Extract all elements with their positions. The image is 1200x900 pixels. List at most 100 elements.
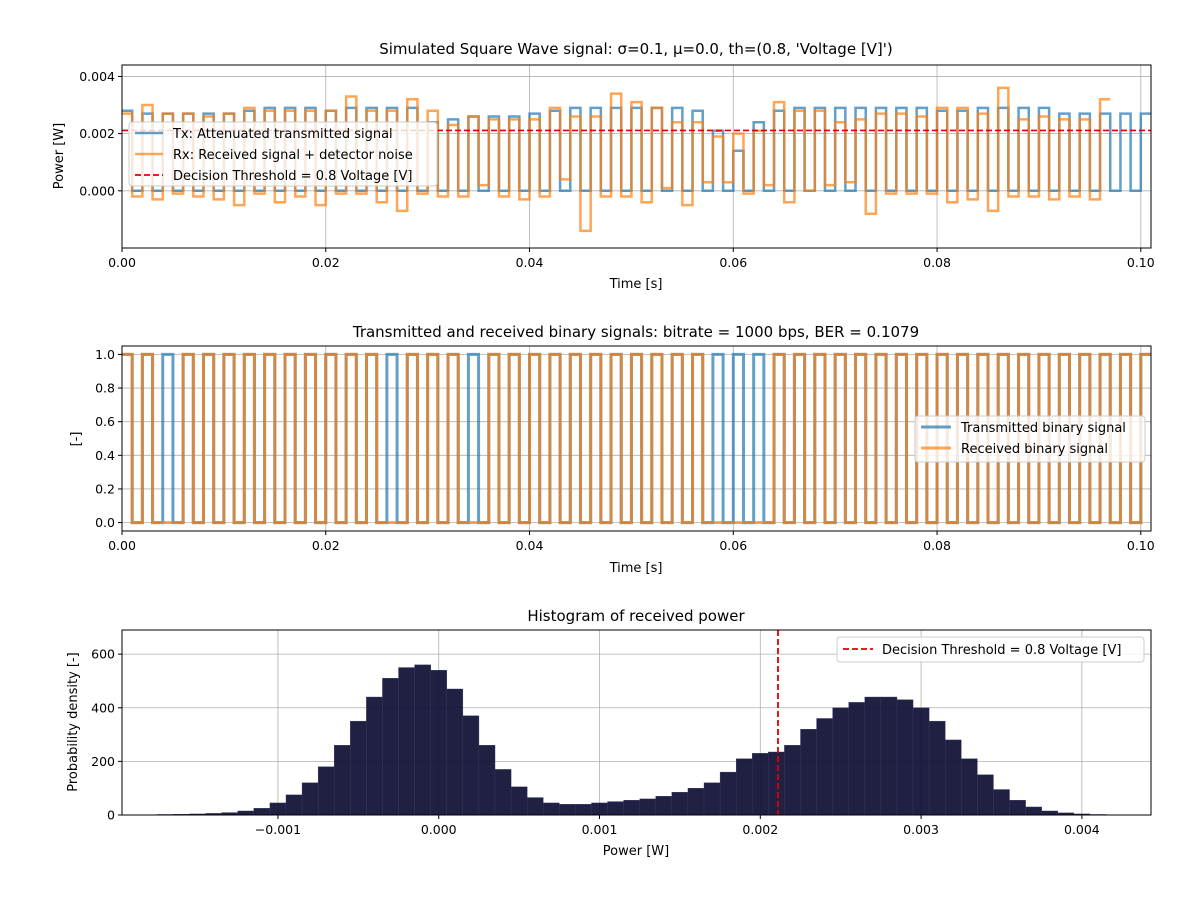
x-tick-label: 0.10 [1127,255,1155,270]
histogram-legend: Decision Threshold = 0.8 Voltage [V] [836,636,1145,663]
histogram-bar [414,664,431,816]
x-tick-label: 0.000 [421,822,457,837]
signal-y-ticks: 0.000 0.002 0.004 [79,69,115,198]
legend-label-received: Received binary signal [961,442,1108,457]
y-tick-label: 0.0 [95,515,115,530]
legend-label-threshold: Decision Threshold = 0.8 Voltage [V] [173,169,412,184]
x-tick-label: 0.06 [719,255,747,270]
binary-legend: Transmitted binary signal Received binar… [914,415,1146,463]
signal-legend: Tx: Attenuated transmitted signal Rx: Re… [128,121,438,187]
y-tick-label: 0 [107,808,115,823]
signal-x-axis-label: Time [s] [609,277,663,292]
histogram-bar [1041,810,1058,816]
binary-panel: Transmitted and received binary signals:… [69,323,1155,576]
histogram-bar [671,792,689,816]
histogram-bar [575,804,592,816]
histogram-bar [961,758,978,816]
binary-y-ticks: 0.0 0.2 0.4 0.6 0.8 1.0 [95,347,115,530]
histogram-bar [607,801,624,816]
legend-label-rx: Rx: Received signal + detector noise [173,148,413,163]
legend-label-threshold: Decision Threshold = 0.8 Voltage [V] [882,643,1121,658]
binary-x-ticks: 0.00 0.02 0.04 0.06 0.08 0.10 [108,538,1155,553]
histogram-bar [382,678,399,816]
histogram-bar [880,696,898,816]
histogram-bar [945,739,962,816]
histogram-bar [655,796,673,816]
histogram-bar [864,696,882,816]
histogram-bar [719,771,737,816]
x-tick-label: 0.02 [312,538,340,553]
histogram-bar [735,758,753,816]
x-tick-label: 0.00 [108,538,136,553]
legend-label-tx: Tx: Attenuated transmitted signal [172,127,393,142]
y-tick-label: 0.2 [95,481,115,496]
binary-y-axis-label: [-] [69,432,84,447]
histogram-bar [896,699,914,816]
histogram-bar [317,766,335,816]
signal-legend-box [128,121,438,187]
histogram-bar [559,804,576,816]
x-tick-label: 0.04 [516,538,544,553]
histogram-bar [591,802,608,816]
histogram-bar [912,707,930,816]
histogram-bar [1009,800,1026,816]
y-tick-label: 0.004 [79,69,115,84]
histogram-panel: Histogram of received power −0.001 0.000… [66,607,1152,859]
x-tick-label: 0.02 [312,255,340,270]
histogram-bar [526,797,544,816]
histogram-bar [1025,806,1042,816]
histogram-bar [977,774,994,816]
y-tick-label: 200 [91,754,115,769]
histogram-bar [703,782,721,816]
legend-label-transmitted: Transmitted binary signal [960,421,1126,436]
histogram-bar [237,810,255,816]
y-tick-label: 400 [91,700,115,715]
histogram-bar [800,729,817,816]
histogram-legend-box [836,636,1145,663]
y-tick-label: 0.8 [95,381,115,396]
x-tick-label: 0.10 [1127,538,1155,553]
histogram-bar [510,786,528,816]
histogram-bar [543,802,560,816]
histogram-bar [253,808,271,816]
histogram-bar [928,720,946,816]
y-tick-label: 600 [91,647,115,662]
y-tick-label: 0.6 [95,414,115,429]
histogram-bar [350,720,367,816]
histogram-bar [301,782,319,816]
histogram-bar [623,800,640,816]
histogram-x-axis-label: Power [W] [603,844,669,859]
x-tick-label: 0.04 [516,255,544,270]
x-tick-label: 0.06 [719,538,747,553]
histogram-bar [816,718,833,816]
histogram-bar [334,745,351,816]
histogram-bar [993,789,1010,816]
signal-axes-frame [121,64,1152,249]
histogram-x-ticks: −0.001 0.000 0.001 0.002 0.003 0.004 [255,822,1100,837]
binary-title: Transmitted and received binary signals:… [352,323,919,341]
x-tick-label: −0.001 [255,822,301,837]
histogram-bar [848,702,866,816]
x-tick-label: 0.001 [582,822,618,837]
x-tick-label: 0.003 [903,822,939,837]
binary-x-axis-label: Time [s] [609,561,663,576]
histogram-bar [398,667,415,816]
histogram-bar [832,707,849,816]
x-tick-label: 0.004 [1064,822,1100,837]
histogram-bar [639,798,656,816]
x-tick-label: 0.002 [742,822,778,837]
y-tick-label: 1.0 [95,347,115,362]
histogram-bar [269,802,287,816]
binary-legend-box [914,415,1146,463]
x-tick-label: 0.08 [923,538,951,553]
y-tick-label: 0.4 [95,448,115,463]
series-rx-line [122,86,1111,233]
histogram-y-ticks: 0 200 400 600 [91,647,115,823]
signal-y-axis-label: Power [W] [52,123,67,189]
histogram-bar [784,745,801,816]
histogram-axes-frame [121,629,1152,816]
histogram-bar [494,769,512,816]
signal-x-ticks: 0.00 0.02 0.04 0.06 0.08 0.10 [108,255,1155,270]
y-tick-label: 0.002 [79,126,115,141]
signal-panel: Simulated Square Wave signal: σ=0.1, μ=0… [52,40,1155,292]
